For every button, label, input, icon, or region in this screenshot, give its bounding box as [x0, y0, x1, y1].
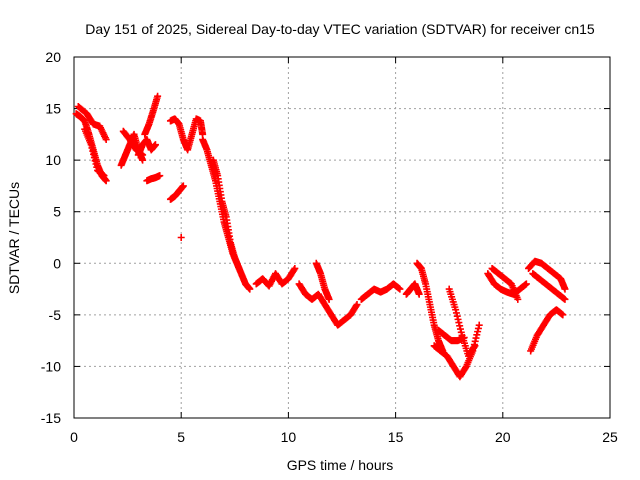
data-point	[102, 177, 110, 185]
y-tick-label: 0	[53, 255, 61, 271]
series-arc-d3	[177, 234, 185, 241]
data-point	[415, 290, 423, 298]
data-point	[154, 92, 162, 100]
data-point	[353, 301, 361, 309]
data-point	[246, 285, 254, 293]
data-point	[471, 342, 479, 350]
x-tick-label: 15	[388, 429, 404, 445]
data-point	[92, 160, 100, 168]
data-point	[352, 302, 360, 310]
data-point	[235, 264, 243, 272]
data-point	[561, 285, 569, 293]
data-point	[90, 150, 98, 158]
data-point	[454, 315, 462, 323]
x-tick-label: 25	[602, 429, 618, 445]
series-arc-j2	[445, 285, 479, 360]
data-point	[472, 334, 480, 342]
series-arc-d2	[166, 182, 187, 203]
data-point	[325, 295, 333, 303]
data-point	[473, 331, 481, 339]
series-arc-g2	[312, 259, 333, 303]
series-arc-c	[141, 92, 162, 138]
series-arc-j3	[434, 326, 468, 345]
x-axis-label: GPS time / hours	[287, 457, 394, 473]
data-point	[514, 295, 522, 303]
series-arc-a3	[81, 125, 108, 180]
data-marks	[72, 92, 569, 381]
data-point	[88, 144, 96, 152]
data-point	[89, 147, 97, 155]
y-tick-label: -10	[41, 358, 61, 374]
data-point	[559, 311, 567, 319]
data-point	[156, 172, 164, 180]
y-tick-label: -15	[41, 410, 61, 426]
data-point	[179, 182, 187, 190]
data-point	[452, 306, 460, 314]
y-tick-label: 15	[45, 101, 61, 117]
plot-frame	[73, 56, 611, 419]
series-arc-f	[252, 264, 299, 290]
data-point	[90, 154, 98, 162]
series-arc-h	[357, 280, 404, 303]
series-arc-l	[525, 257, 569, 293]
y-tick-label: 10	[45, 152, 61, 168]
series-arc-i2	[413, 259, 447, 355]
data-point	[396, 285, 404, 293]
series-arc-d	[166, 115, 207, 154]
grid	[74, 57, 610, 418]
axis-ticks: 0 5 10 15 20 25 -15 -10 -5 0 5 10 15 20	[41, 49, 618, 445]
data-point	[290, 266, 298, 274]
data-point	[474, 324, 482, 332]
data-point	[460, 334, 468, 342]
series-arc-i	[402, 280, 423, 298]
y-tick-label: -5	[49, 307, 62, 323]
x-tick-label: 5	[177, 429, 185, 445]
data-point	[452, 309, 460, 317]
series-arc-g	[295, 280, 361, 329]
data-point	[453, 312, 461, 320]
chart-title: Day 151 of 2025, Sidereal Day-to-day VTE…	[85, 21, 595, 37]
series-arc-c2	[143, 172, 164, 185]
x-tick-label: 20	[495, 429, 511, 445]
series-arc-l2	[527, 306, 567, 355]
series-arc-k2	[488, 264, 522, 303]
y-tick-label: 20	[45, 49, 61, 65]
data-point	[100, 172, 108, 180]
x-tick-label: 0	[70, 429, 78, 445]
data-point	[91, 157, 99, 165]
data-point	[561, 295, 569, 303]
data-point	[455, 319, 463, 327]
data-point	[102, 136, 110, 144]
data-point	[291, 264, 299, 272]
data-point	[475, 321, 483, 329]
data-point	[470, 343, 478, 351]
data-point	[177, 234, 185, 241]
series-arc-l3	[529, 270, 569, 303]
data-point	[522, 280, 530, 288]
data-point	[87, 141, 95, 149]
data-point	[151, 141, 159, 149]
series-arc-c3	[134, 136, 159, 159]
series-arc-e2	[209, 156, 243, 272]
y-tick-label: 5	[53, 204, 61, 220]
data-point	[456, 322, 464, 330]
data-point	[457, 328, 465, 336]
data-point	[456, 325, 464, 333]
y-axis-label: SDTVAR / TECUs	[6, 182, 22, 294]
x-tick-label: 10	[281, 429, 297, 445]
series-arc-a2	[74, 103, 110, 144]
data-point	[474, 328, 482, 336]
data-point	[93, 163, 101, 171]
